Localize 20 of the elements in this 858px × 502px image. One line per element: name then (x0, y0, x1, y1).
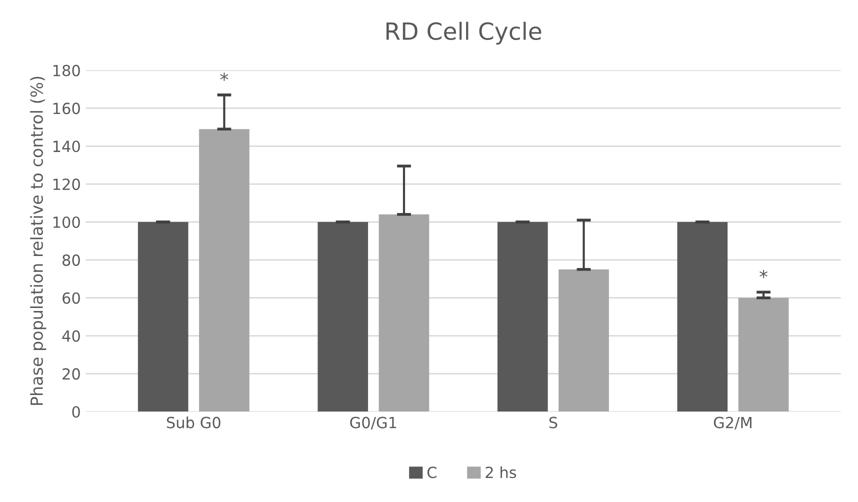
x-tick-label: G0/G1 (350, 416, 396, 430)
y-tick-label: 100 (53, 216, 80, 228)
legend-label: 2 hs (486, 466, 516, 478)
y-tick-label: 160 (53, 102, 80, 114)
data-label: * (760, 270, 768, 278)
y-tick-label: 40 (62, 330, 80, 342)
y-tick-label: 0 (72, 406, 80, 418)
y-tick-label: 20 (62, 368, 80, 380)
legend-label: C (427, 466, 436, 478)
y-tick-label: 60 (62, 292, 80, 304)
chart-title: RD Cell Cycle (386, 22, 542, 45)
y-tick-label: 80 (62, 254, 80, 266)
y-tick-label: 180 (53, 64, 80, 76)
y-tick-label: 140 (53, 140, 80, 152)
x-tick-label: Sub G0 (166, 416, 220, 428)
y-tick-label: 120 (53, 178, 80, 190)
x-tick-label: G2/M (714, 416, 752, 430)
x-tick-label: S (549, 416, 558, 428)
y-axis-title: Phase population relative to control (%) (30, 76, 46, 405)
data-label: * (220, 72, 228, 81)
